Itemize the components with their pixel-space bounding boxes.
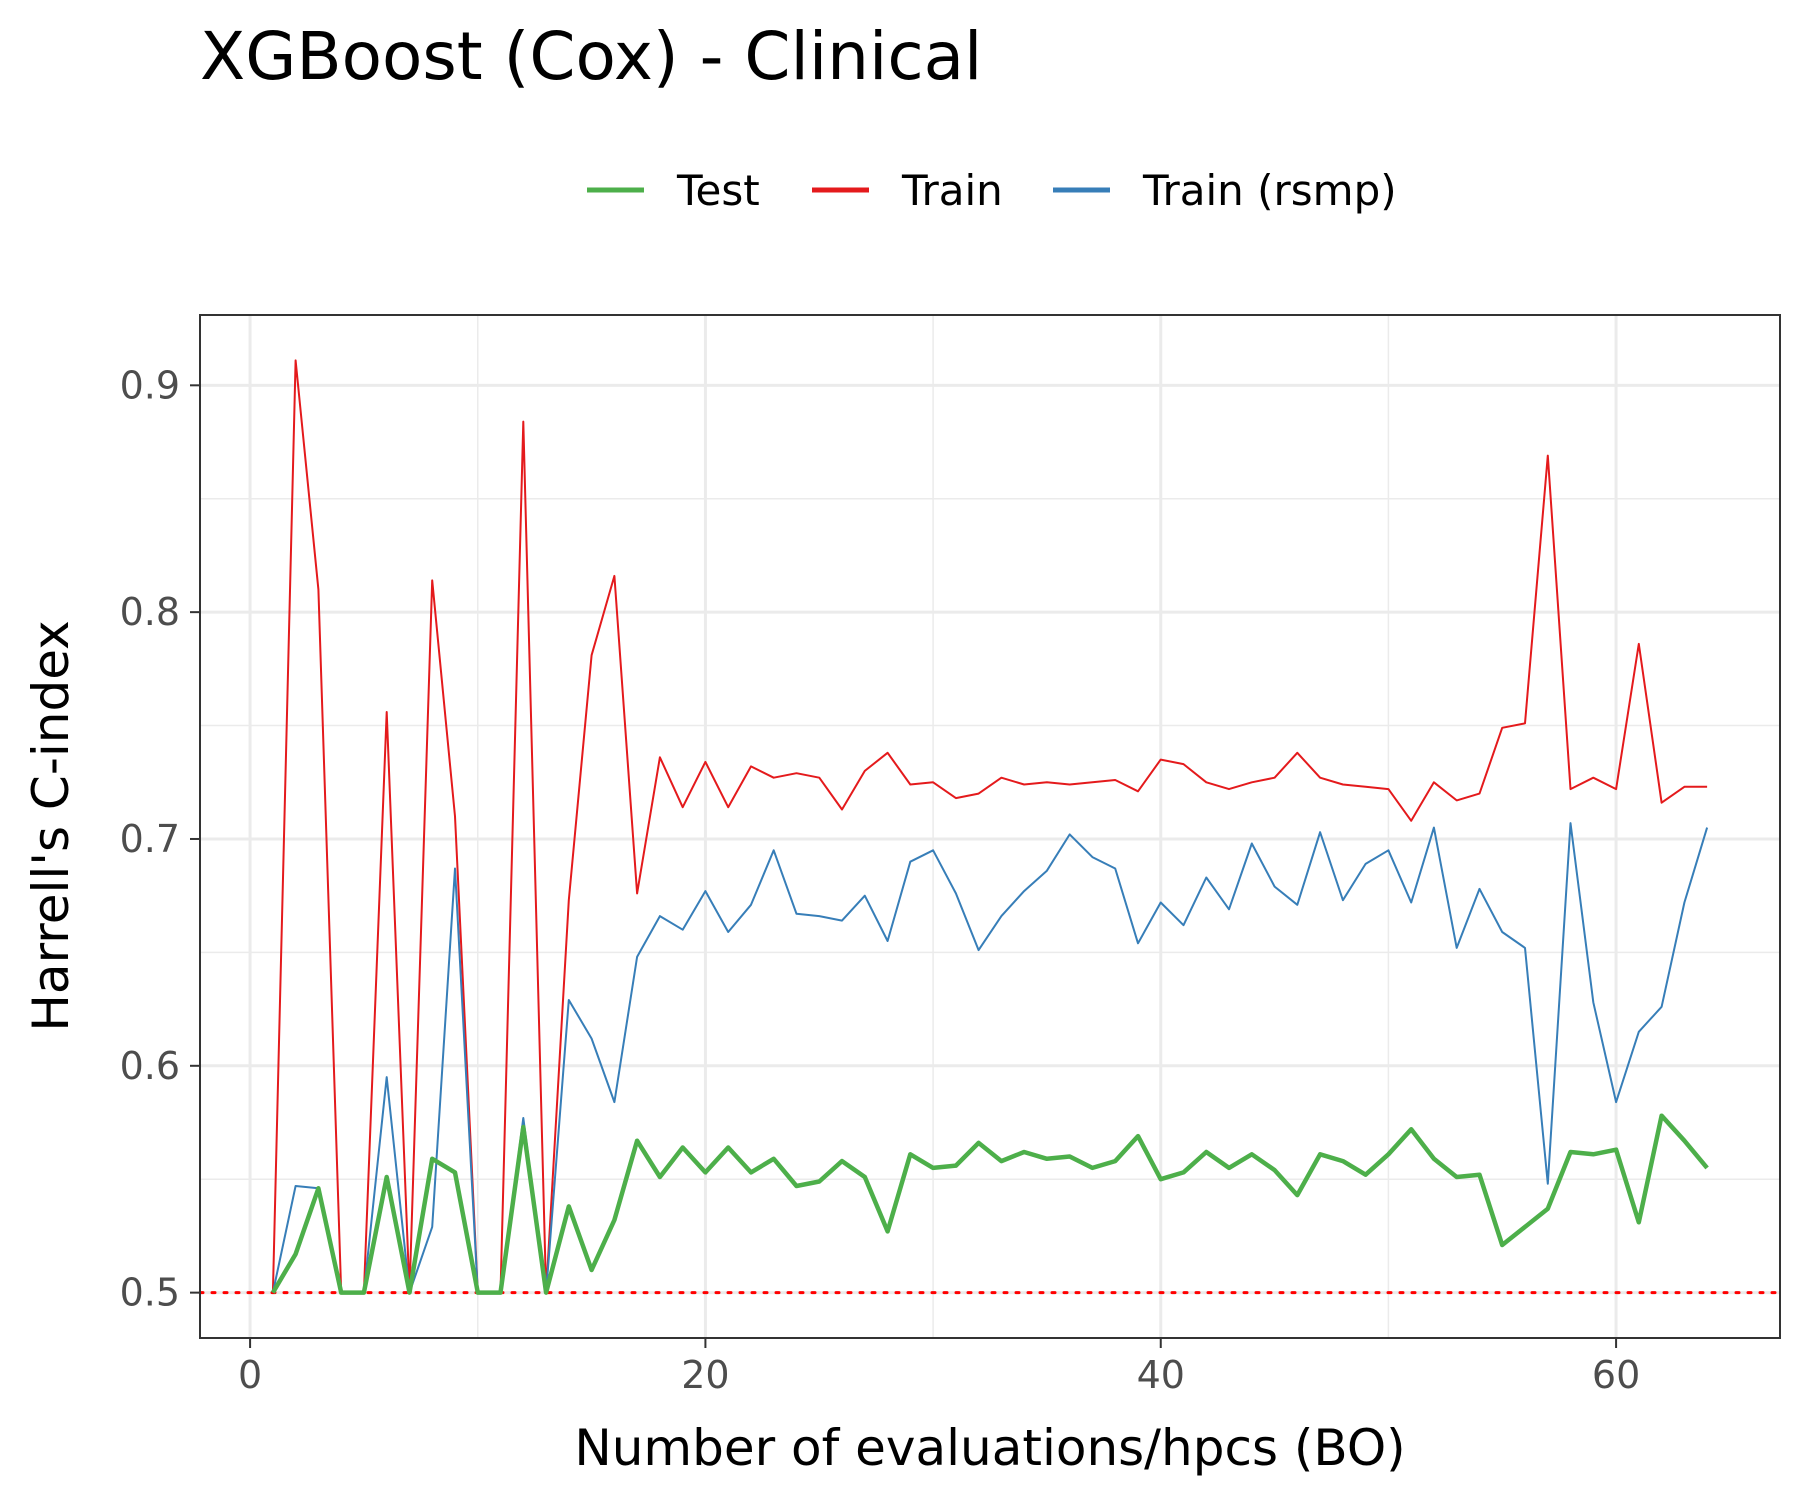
plot-background <box>200 315 1780 1338</box>
legend-label: Train <box>901 166 1003 215</box>
legend: Test Train Train (rsmp) <box>587 166 1397 215</box>
y-tick-label: 0.7 <box>120 817 180 861</box>
plot-panel <box>198 314 1782 1339</box>
legend-label: Train (rsmp) <box>1142 166 1397 215</box>
x-tick-label: 40 <box>1137 1353 1185 1397</box>
series-line-train <box>271 359 1708 1294</box>
y-tick-label: 0.8 <box>120 590 180 634</box>
y-tick-label: 0.9 <box>120 363 180 407</box>
x-tick-label: 60 <box>1592 1353 1640 1397</box>
x-axis: 0 20 40 60 <box>238 1338 1640 1397</box>
series-line-test <box>270 1113 1709 1295</box>
y-axis: 0.5 0.6 0.7 0.8 0.9 <box>120 363 200 1315</box>
y-tick-label: 0.5 <box>120 1271 180 1315</box>
y-axis-title: Harrell's C-index <box>22 620 80 1031</box>
series-lines <box>270 359 1709 1295</box>
legend-label: Test <box>676 166 760 215</box>
x-axis-title: Number of evaluations/hpcs (BO) <box>574 1419 1405 1477</box>
chart-title: XGBoost (Cox) - Clinical <box>200 18 982 95</box>
major-gridlines <box>200 315 1780 1338</box>
x-tick-label: 0 <box>238 1353 262 1397</box>
x-tick-label: 20 <box>681 1353 729 1397</box>
y-tick-label: 0.6 <box>120 1044 180 1088</box>
plot-border <box>199 314 1781 1339</box>
